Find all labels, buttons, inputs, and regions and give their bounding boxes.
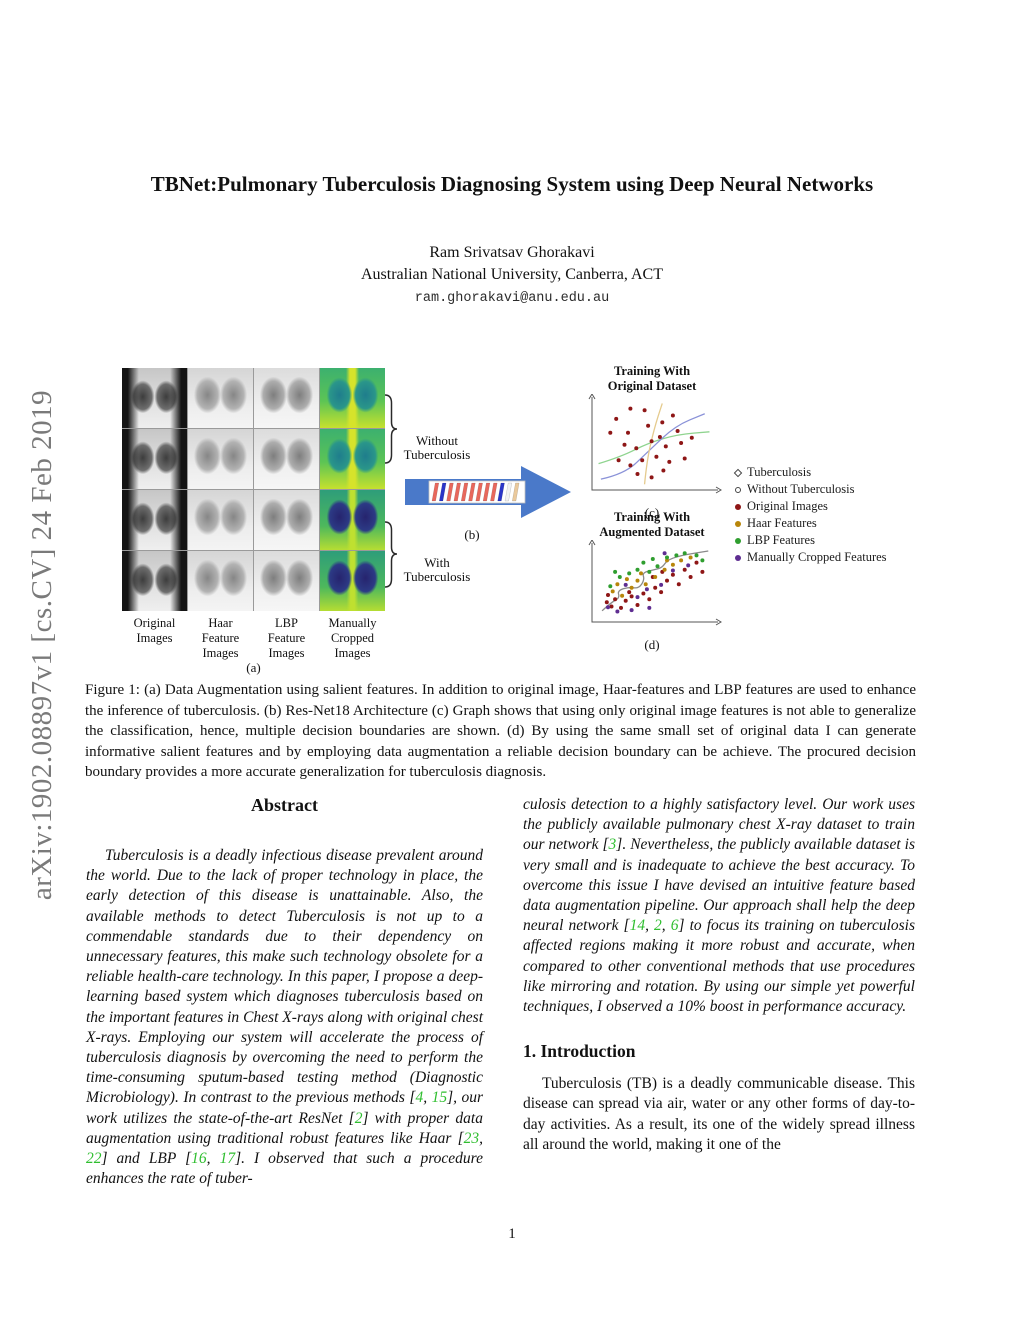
xray-cell [254,368,319,428]
column-label-original: Original Images [133,616,176,645]
xray-cell [122,429,187,489]
column-label-lbp: LBP Feature Images [267,616,306,660]
xray-grid [122,368,385,611]
abstract-heading: Abstract [251,795,318,815]
xray-cell [122,368,187,428]
xray-cell [254,429,319,489]
introduction-heading: 1. Introduction [523,1041,636,1062]
brace-icon [384,521,398,588]
xray-cell [320,551,385,611]
plot-title: Training With Original Dataset [607,364,697,393]
resnet-arrow [405,460,573,530]
xray-cell [320,368,385,428]
panel-label-b: (b) [464,527,480,542]
legend-item: Without Tuberculosis [735,481,945,498]
resnet-layer-slabs [431,482,520,502]
dot-icon [735,554,741,561]
scatter-canvas [577,393,727,505]
affiliation: Australian National University, Canberra… [361,266,663,283]
scatter-canvas [577,539,727,637]
xray-cell [188,368,253,428]
panel-label-a: (a) [246,660,261,675]
dot-icon [735,503,741,510]
xray-cell [188,429,253,489]
left-column: Abstract Tuberculosis is a deadly infect… [86,795,483,1189]
legend-item: Manually Cropped Features [735,549,945,566]
panel-label-c: (c) [644,505,660,520]
abstract-paragraph-left: Tuberculosis is a deadly infectious dise… [86,847,484,1188]
abstract-paragraph-right: culosis detection to a highly satisfacto… [523,796,916,1016]
xray-cell [320,429,385,489]
legend-item: LBP Features [735,532,945,549]
column-label-cropped: Manually Cropped Images [328,616,377,660]
plot-title: Training With Augmented Dataset [599,510,705,539]
email: ram.ghorakavi@anu.edu.au [414,291,610,306]
xray-cell [188,490,253,550]
diamond-outline-icon [733,468,743,477]
xray-cell [320,490,385,550]
figure-1: Original Images Haar Feature Images LBP … [85,360,939,675]
page-number: 1 [508,1226,516,1242]
xray-cell [188,551,253,611]
legend-item: Tuberculosis [733,464,945,481]
xray-cell [254,490,319,550]
right-column: culosis detection to a highly satisfacto… [523,795,915,1155]
scatter-plot-d: Training With Augmented Dataset (d) [577,510,727,653]
xray-cell [254,551,319,611]
brace-label-without-tb: Without Tuberculosis [403,433,471,462]
dot-icon [735,537,741,544]
arxiv-watermark: arXiv:1902.08897v1 [cs.CV] 24 Feb 2019 [26,389,58,901]
brace-label-with-tb: With Tuberculosis [403,555,471,584]
legend-item: Original Images [735,498,945,515]
panel-label-d: (d) [644,637,660,652]
xray-cell [122,551,187,611]
legend-item: Haar Features [735,515,945,532]
column-label-haar: Haar Feature Images [201,616,240,660]
paper-title: TBNet:Pulmonary Tuberculosis Diagnosing … [150,172,874,196]
introduction-paragraph: Tuberculosis (TB) is a deadly communicab… [523,1075,915,1153]
circle-outline-icon [735,486,741,493]
author-name: Ram Srivatsav Ghorakavi [429,244,595,261]
scatter-plot-c: Training With Original Dataset (c) [577,364,727,521]
brace-icon [384,394,398,464]
figure-caption: Figure 1: (a) Data Augmentation using sa… [85,682,916,781]
xray-cell [122,490,187,550]
dot-icon [735,520,741,527]
figure-legend: Tuberculosis Without Tuberculosis Origin… [733,464,945,566]
